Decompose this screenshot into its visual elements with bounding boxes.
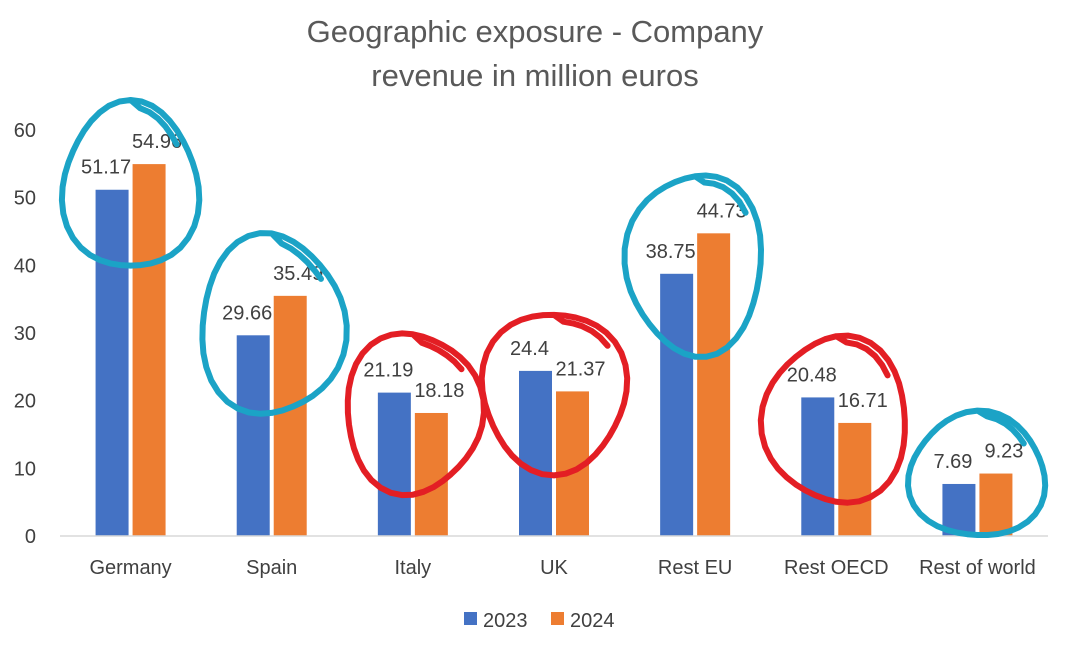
bar-2024-rest-oecd: [838, 422, 872, 536]
x-tick-label: Rest OECD: [784, 557, 888, 579]
legend: 2023 2024: [464, 610, 615, 632]
x-tick-label: Rest EU: [658, 557, 732, 579]
x-tick-label: Spain: [246, 557, 297, 579]
legend-label-2023: 2023: [483, 610, 528, 632]
bar-2023-uk: [519, 370, 552, 536]
annotation-circle-rest-of-world: [905, 407, 1049, 538]
y-tick-label: 20: [14, 391, 36, 413]
bar-2023-spain: [236, 335, 270, 536]
data-label-2024-rest-eu: 44.73: [697, 200, 747, 222]
data-label-2023-rest-of-world: 7.69: [933, 451, 972, 473]
y-tick-label: 10: [14, 458, 36, 480]
y-tick-label: 60: [14, 120, 36, 142]
annotation-circle-italy: [344, 330, 487, 499]
bar-2024-rest-of-world: [979, 473, 1013, 536]
data-label-2024-uk: 21.37: [555, 358, 605, 380]
data-label-2023-italy: 21.19: [363, 360, 413, 382]
annotation-circle-uk: [478, 311, 631, 479]
y-tick-label: 40: [14, 255, 36, 277]
chart-title-line-2: revenue in million euros: [371, 58, 698, 93]
hand-drawn-circles: [58, 97, 1049, 538]
annotation-circle-rest-eu: [621, 172, 764, 360]
data-label-2024-rest-of-world: 9.23: [984, 441, 1023, 463]
legend-label-2024: 2024: [570, 610, 615, 632]
x-tick-label: Rest of world: [919, 557, 1036, 579]
x-tick-label: UK: [540, 557, 568, 579]
data-label-2023-rest-eu: 38.75: [646, 241, 696, 263]
bar-marks: [95, 164, 1013, 536]
data-label-2024-rest-oecd: 16.71: [838, 390, 888, 412]
data-label-2023-uk: 24.4: [510, 338, 549, 360]
y-axis-ticks: 0 10 20 30 40 50 60: [14, 120, 36, 548]
data-label-2023-rest-oecd: 20.48: [787, 364, 837, 386]
data-label-2023-spain: 29.66: [222, 302, 272, 324]
y-tick-label: 50: [14, 188, 36, 210]
x-tick-label: Germany: [89, 557, 171, 579]
y-tick-label: 0: [25, 526, 36, 548]
annotation-circle-spain: [199, 230, 350, 417]
bar-2024-germany: [132, 164, 166, 536]
annotation-circle-germany: [58, 97, 203, 269]
chart-title-line-1: Geographic exposure - Company: [307, 14, 764, 49]
legend-swatch-2024: [551, 612, 564, 625]
bar-2024-spain: [273, 295, 307, 536]
y-tick-label: 30: [14, 323, 36, 345]
data-label-2024-italy: 18.18: [414, 380, 464, 402]
x-axis-ticks: Germany Spain Italy UK Rest EU Rest OECD Rest …: [89, 557, 1035, 579]
bar-2023-germany: [95, 189, 129, 536]
annotation-circle-rest-oecd: [757, 332, 908, 506]
bar-2024-rest-eu: [697, 233, 731, 536]
bar-2023-rest-eu: [660, 273, 694, 536]
bar-2023-rest-oecd: [801, 397, 835, 536]
bar-2023-italy: [377, 392, 411, 536]
bar-2024-italy: [414, 412, 448, 536]
data-labels: 51.1754.9629.6635.4921.1918.1824.421.373…: [81, 131, 1023, 473]
legend-swatch-2023: [464, 612, 477, 625]
data-label-2023-germany: 51.17: [81, 157, 131, 179]
x-tick-label: Italy: [395, 557, 432, 579]
